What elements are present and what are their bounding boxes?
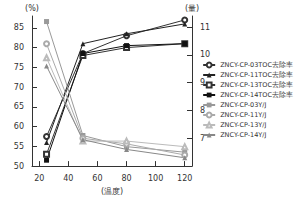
svg-text:ZNCY-CP-11Y/J: ZNCY-CP-11Y/J	[220, 111, 266, 119]
svg-text:10: 10	[200, 50, 210, 59]
svg-text:85: 85	[14, 23, 24, 32]
svg-text:8: 8	[200, 106, 205, 115]
svg-text:7: 7	[200, 133, 206, 143]
svg-text:100: 100	[148, 174, 163, 183]
svg-text:ZNCY-CP-13TOC去除率: ZNCY-CP-13TOC去除率	[220, 81, 293, 89]
svg-text:9: 9	[200, 78, 206, 88]
svg-text:11: 11	[200, 23, 210, 32]
svg-text:(温度): (温度)	[101, 187, 123, 196]
svg-text:ZNCY-CP-13Y/J: ZNCY-CP-13Y/J	[220, 121, 266, 129]
svg-text:55: 55	[14, 142, 24, 151]
svg-text:(量): (量)	[185, 4, 199, 13]
svg-text:40: 40	[63, 174, 73, 183]
svg-text:(%): (%)	[25, 4, 39, 13]
svg-text:80: 80	[121, 174, 131, 183]
svg-text:120: 120	[177, 174, 192, 183]
svg-text:ZNCY-CP-14Y/J: ZNCY-CP-14Y/J	[220, 131, 266, 139]
svg-text:70: 70	[14, 83, 24, 92]
svg-text:ZNCY-CP-03TOC去除率: ZNCY-CP-03TOC去除率	[220, 61, 293, 69]
svg-text:65: 65	[14, 102, 24, 111]
svg-text:ZNCY-CP-14TOC去除率: ZNCY-CP-14TOC去除率	[220, 91, 293, 99]
svg-text:80: 80	[14, 43, 24, 52]
svg-text:75: 75	[14, 63, 24, 72]
svg-text:ZNCY-CP-11TOC去除率: ZNCY-CP-11TOC去除率	[220, 71, 293, 79]
svg-text:ZNCY-CP-03Y/J: ZNCY-CP-03Y/J	[220, 101, 266, 109]
svg-text:60: 60	[92, 174, 102, 183]
svg-text:50: 50	[14, 162, 24, 171]
svg-text:20: 20	[34, 174, 44, 183]
svg-text:60: 60	[14, 122, 24, 131]
